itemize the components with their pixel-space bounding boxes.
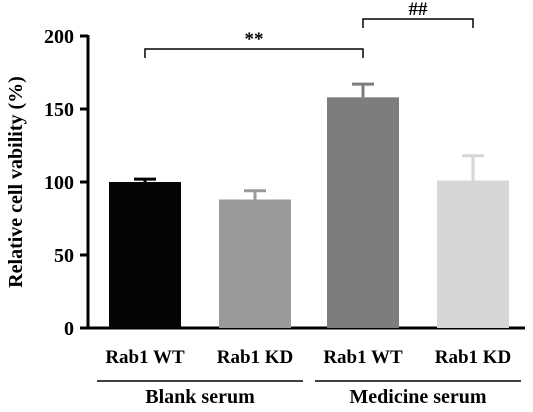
y-tick-label: 150 [44,99,74,121]
category-labels: Rab1 WT Rab1 KD Rab1 WT Rab1 KD [105,347,511,368]
bar [109,182,181,328]
category-label: Rab1 KD [217,347,294,368]
group-label: Medicine serum [349,386,487,408]
significance-bracket [362,18,474,28]
y-tick-label: 0 [64,318,74,340]
category-label: Rab1 WT [105,347,185,368]
significance-label: ## [409,0,429,20]
significance-bracket [144,48,364,58]
bar [327,97,399,328]
group-label: Blank serum [145,386,255,408]
bars [109,97,509,328]
category-label: Rab1 WT [323,347,403,368]
y-axis-title: Relative cell vability (%) [5,76,27,288]
y-tick-label: 50 [54,245,74,267]
significance-label: ** [245,29,264,50]
y-tick-label: 100 [44,172,74,194]
error-bars [134,82,484,200]
y-axis: 0 50 100 150 200 [44,26,90,340]
group-labels: Blank serum Medicine serum [97,380,521,408]
significance-brackets: ** ## [144,0,474,58]
y-tick-label: 200 [44,26,74,48]
bar [437,180,509,328]
bar [219,199,291,328]
category-label: Rab1 KD [435,347,512,368]
